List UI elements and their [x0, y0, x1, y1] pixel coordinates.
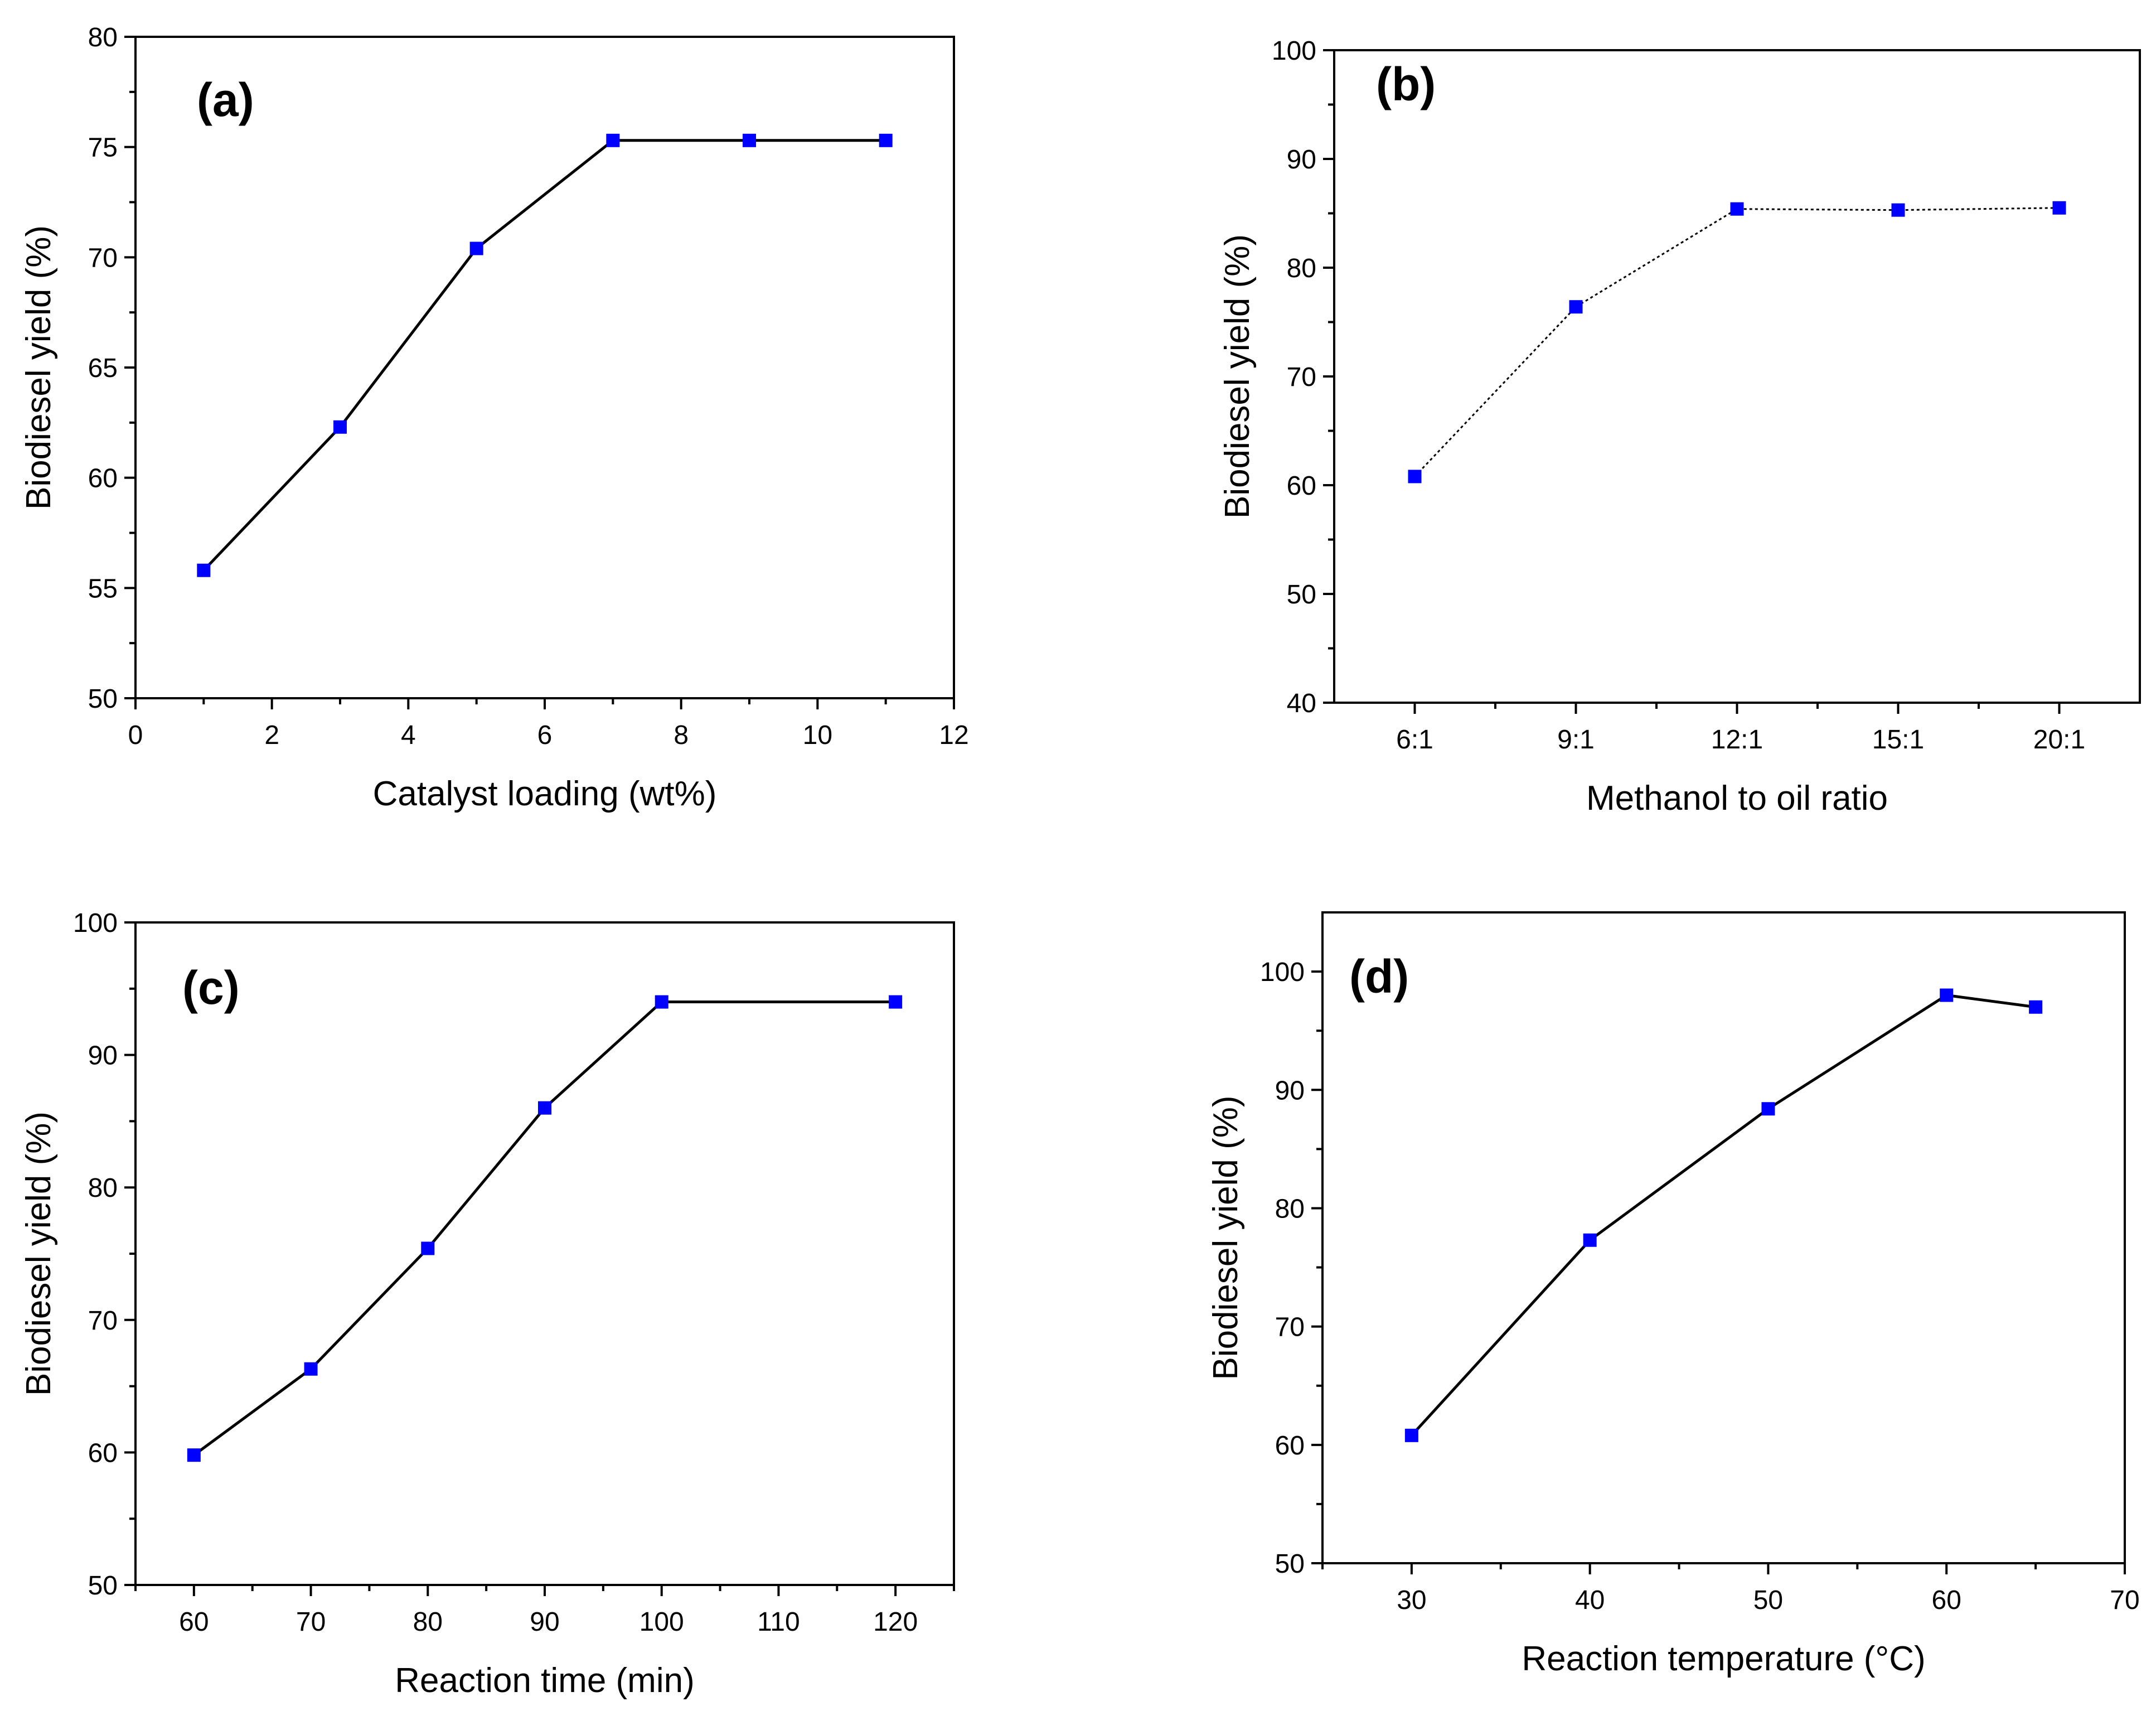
data-point-marker: [538, 1101, 551, 1115]
plot-frame: [134, 921, 955, 1586]
x-tick-label: 2: [264, 721, 279, 750]
x-tick-label: 70: [2110, 1586, 2139, 1615]
panel-b: 40 50 60 70 80 90 100 6:1 9:1 12:1 15:1 20:1 Methano…: [1218, 36, 2141, 818]
x-tick-label: 6: [537, 721, 553, 750]
data-point-marker: [197, 563, 211, 577]
panel-label: (a): [197, 74, 254, 126]
panel-label: (b): [1376, 58, 1436, 110]
y-tick-label: 90: [1275, 1076, 1305, 1105]
y-tick-label: 100: [1260, 958, 1305, 987]
x-tick-label: 100: [639, 1607, 684, 1637]
x-tick-label: 0: [128, 721, 143, 750]
x-tick-label: 90: [530, 1607, 559, 1637]
data-point-marker: [1569, 300, 1583, 314]
x-tick-label: 4: [401, 721, 416, 750]
series-line: [193, 1000, 896, 1457]
y-tick-label: 90: [88, 1041, 118, 1071]
x-axis-title: Reaction time (min): [395, 1661, 694, 1700]
y-tick-label: 60: [1287, 471, 1316, 501]
x-tick-label: 12:1: [1711, 725, 1763, 755]
y-tick-label: 55: [88, 574, 118, 603]
series-line: [1411, 993, 2036, 1437]
y-tick-label: 80: [1287, 254, 1316, 283]
y-tick-label: 70: [1275, 1313, 1305, 1342]
plot-frame: [1321, 911, 2126, 1564]
panel-a: 50 55 60 65 70 75 80 0 2 4 6 8 10 12 Catalyst loading …: [20, 23, 969, 813]
x-tick-label: 6:1: [1396, 725, 1433, 755]
x-tick-label: 12: [939, 721, 968, 750]
y-tick-label: 40: [1287, 689, 1316, 718]
data-point-marker: [1761, 1102, 1775, 1116]
y-tick-label: 70: [88, 243, 118, 273]
y-tick-label: 60: [1275, 1431, 1305, 1461]
y-tick-label: 70: [88, 1306, 118, 1336]
x-tick-label: 10: [803, 721, 832, 750]
plot-frame: [134, 36, 955, 699]
y-tick-label: 60: [88, 1438, 118, 1468]
y-tick-label: 90: [1287, 145, 1316, 175]
series-line: [1414, 207, 2060, 477]
y-axis-title: Biodiesel yield (%): [1207, 1096, 1245, 1380]
x-tick-label: 80: [413, 1607, 443, 1637]
x-tick-label: 60: [1932, 1586, 1961, 1615]
data-point-marker: [743, 133, 756, 147]
x-tick-label: 120: [873, 1607, 918, 1637]
data-point-marker: [1891, 203, 1905, 217]
x-tick-label: 110: [757, 1607, 800, 1637]
data-point-marker: [2029, 1000, 2043, 1014]
data-point-marker: [469, 241, 483, 255]
y-axis-title: Biodiesel yield (%): [20, 225, 58, 510]
data-point-marker: [1940, 988, 1954, 1002]
x-axis-title: Methanol to oil ratio: [1586, 779, 1888, 818]
y-tick-label: 50: [1275, 1549, 1305, 1579]
x-tick-label: 30: [1397, 1586, 1426, 1615]
y-tick-label: 60: [88, 464, 118, 494]
y-axis-title: Biodiesel yield (%): [20, 1111, 58, 1396]
data-point-marker: [1408, 470, 1422, 484]
panel-c: 50 60 70 80 90 100 60 70 80 90 100 110 120 Reaction t…: [20, 908, 955, 1700]
panel-label: (d): [1349, 950, 1409, 1003]
y-tick-label: 50: [1287, 580, 1316, 610]
x-tick-label: 9:1: [1557, 725, 1595, 755]
series-line: [202, 139, 886, 572]
panel-d: 50 60 70 80 90 100 30 40 50 60 70 Reaction temperat…: [1207, 911, 2140, 1678]
y-tick-label: 80: [88, 23, 118, 52]
y-tick-label: 70: [1287, 362, 1316, 392]
x-tick-label: 70: [296, 1607, 326, 1637]
data-point-marker: [304, 1362, 318, 1376]
y-tick-label: 100: [1272, 36, 1316, 66]
data-point-marker: [1730, 202, 1744, 216]
data-point-marker: [421, 1241, 435, 1255]
data-point-marker: [889, 995, 903, 1009]
x-tick-label: 60: [179, 1607, 209, 1637]
y-tick-label: 50: [88, 684, 118, 714]
data-point-marker: [1583, 1233, 1597, 1247]
x-tick-label: 20:1: [2033, 725, 2085, 755]
x-axis-title: Catalyst loading (wt%): [373, 775, 717, 813]
data-point-marker: [1404, 1428, 1418, 1442]
y-tick-label: 75: [88, 133, 118, 163]
y-tick-label: 50: [88, 1571, 118, 1601]
plot-frame: [1333, 49, 2141, 704]
data-point-marker: [333, 420, 347, 434]
x-tick-label: 8: [674, 721, 689, 750]
y-tick-label: 80: [88, 1173, 118, 1203]
y-tick-label: 80: [1275, 1194, 1305, 1224]
x-tick-label: 15:1: [1872, 725, 1924, 755]
x-tick-label: 50: [1753, 1586, 1783, 1615]
y-tick-label: 100: [73, 908, 118, 938]
data-point-marker: [187, 1448, 201, 1462]
data-point-marker: [606, 133, 620, 147]
data-point-marker: [879, 133, 893, 147]
data-point-marker: [2052, 201, 2066, 215]
y-tick-label: 65: [88, 354, 118, 383]
data-point-marker: [655, 995, 668, 1009]
panel-label: (c): [182, 961, 240, 1014]
y-axis-title: Biodiesel yield (%): [1218, 234, 1257, 519]
x-tick-label: 40: [1575, 1586, 1605, 1615]
x-axis-title: Reaction temperature (°C): [1522, 1640, 1925, 1678]
